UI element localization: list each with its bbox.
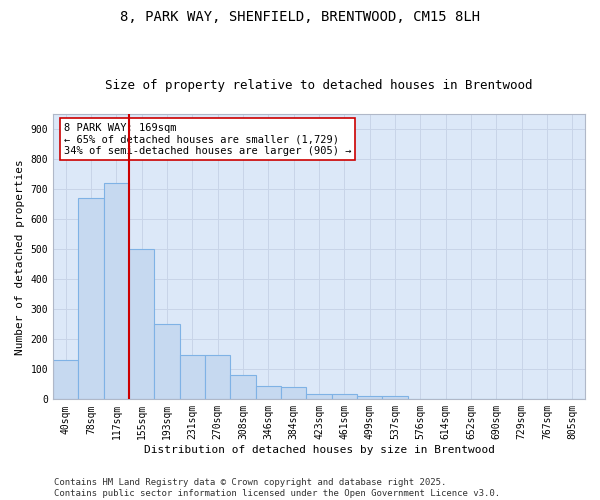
- Bar: [104, 183, 129, 400]
- Text: 8, PARK WAY, SHENFIELD, BRENTWOOD, CM15 8LH: 8, PARK WAY, SHENFIELD, BRENTWOOD, CM15 …: [120, 10, 480, 24]
- Bar: [256, 386, 281, 400]
- Bar: [407, 398, 433, 400]
- Bar: [458, 398, 484, 400]
- Bar: [129, 249, 154, 400]
- Bar: [53, 360, 79, 400]
- Bar: [433, 398, 458, 400]
- Bar: [205, 355, 230, 400]
- Bar: [230, 374, 256, 400]
- Bar: [307, 394, 332, 400]
- Text: 8 PARK WAY: 169sqm
← 65% of detached houses are smaller (1,729)
34% of semi-deta: 8 PARK WAY: 169sqm ← 65% of detached hou…: [64, 122, 351, 156]
- X-axis label: Distribution of detached houses by size in Brentwood: Distribution of detached houses by size …: [143, 445, 494, 455]
- Bar: [332, 394, 357, 400]
- Bar: [484, 398, 509, 400]
- Bar: [179, 355, 205, 400]
- Bar: [382, 396, 407, 400]
- Title: Size of property relative to detached houses in Brentwood: Size of property relative to detached ho…: [105, 79, 533, 92]
- Bar: [535, 398, 560, 400]
- Bar: [357, 396, 382, 400]
- Y-axis label: Number of detached properties: Number of detached properties: [15, 159, 25, 354]
- Bar: [79, 198, 104, 400]
- Bar: [560, 398, 585, 400]
- Bar: [509, 398, 535, 400]
- Bar: [154, 324, 179, 400]
- Text: Contains HM Land Registry data © Crown copyright and database right 2025.
Contai: Contains HM Land Registry data © Crown c…: [54, 478, 500, 498]
- Bar: [281, 386, 307, 400]
